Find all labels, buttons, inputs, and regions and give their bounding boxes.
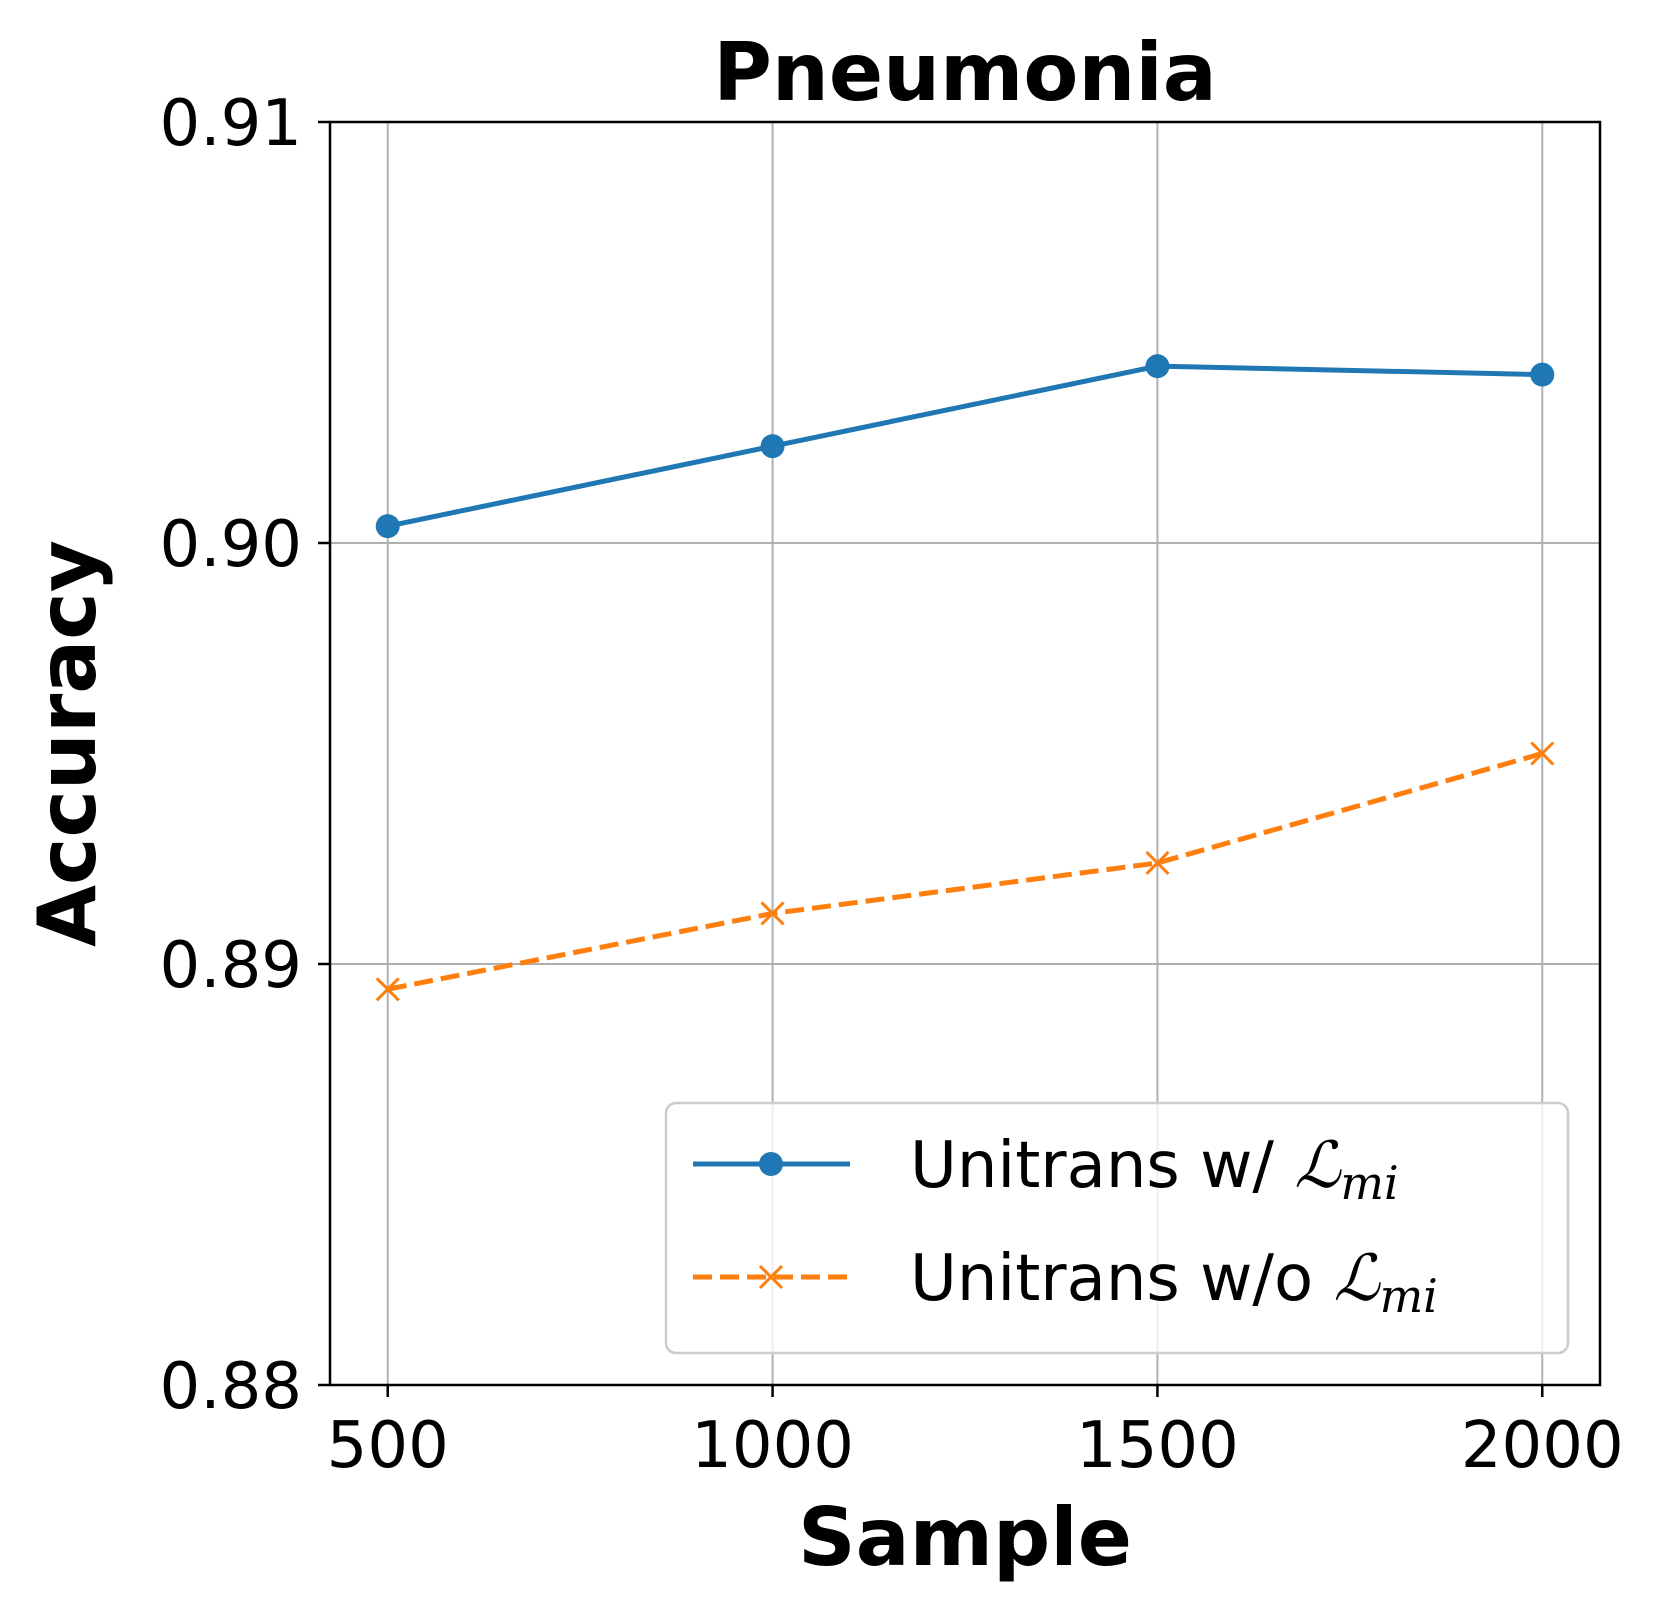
legend-entry: Unitrans w/o ℒmi: [693, 1242, 1438, 1323]
legend-box: [664, 1101, 1570, 1355]
chart-title: Pneumonia: [713, 26, 1216, 119]
y-tick-label: 0.90: [160, 508, 303, 582]
data-point: [375, 977, 400, 1002]
series-line: [387, 751, 1543, 992]
x-axis-label: Sample: [798, 1491, 1132, 1584]
legend-label: Unitrans w/o ℒmi: [910, 1242, 1438, 1323]
legend-marker: [758, 1264, 784, 1290]
data-point: [1145, 850, 1170, 876]
plot-frame: [328, 120, 1602, 1387]
x-tick-label: 1000: [691, 1409, 854, 1483]
series-layer: [375, 354, 1555, 1002]
data-point: [375, 514, 400, 539]
x-tick-label: 500: [327, 1409, 449, 1483]
series-line: [387, 363, 1543, 529]
x-tick-label: 2000: [1461, 1409, 1624, 1483]
y-tick-label: 0.91: [160, 87, 303, 161]
y-tick-label: 0.89: [160, 929, 303, 1003]
legend-label: Unitrans w/ ℒmi: [910, 1129, 1399, 1210]
data-point: [760, 434, 785, 459]
legend-marker: [759, 1152, 783, 1176]
y-axis-label: Accuracy: [21, 540, 114, 947]
data-point: [1145, 354, 1170, 379]
axis-ticks: 500 1000 1500 2000 0.88 0.89 0.90 0.91: [160, 87, 1624, 1483]
series-1: [375, 354, 1555, 539]
y-tick-label: 0.88: [160, 1350, 303, 1424]
series-2: [375, 741, 1555, 1002]
data-point: [1530, 741, 1555, 766]
data-point: [1530, 362, 1555, 387]
legend-entry: Unitrans w/ ℒmi: [693, 1129, 1399, 1210]
data-point: [760, 901, 785, 926]
legend: Unitrans w/ ℒmi Unitrans w/o ℒmi: [664, 1101, 1570, 1355]
x-tick-label: 1500: [1076, 1409, 1239, 1483]
